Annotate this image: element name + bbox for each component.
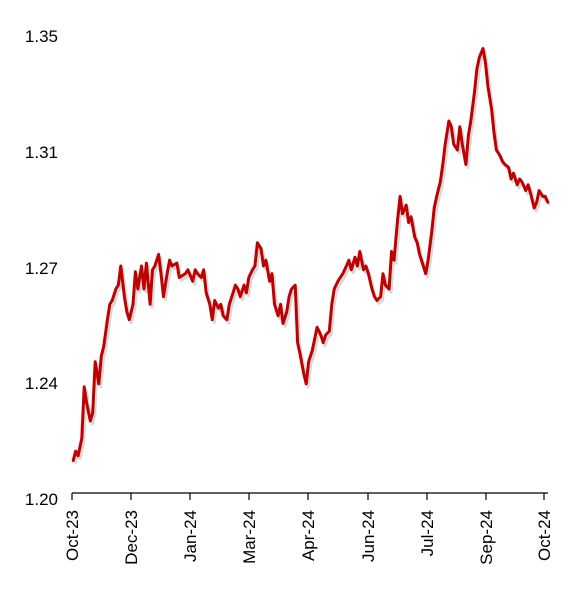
y-tick-label: 1.35 xyxy=(25,27,58,46)
y-tick-labels: 1.35 1.31 1.27 1.24 1.20 xyxy=(25,27,58,509)
y-tick-label: 1.31 xyxy=(25,143,58,162)
y-tick-label: 1.24 xyxy=(25,374,58,393)
x-tick-label: Mar-24 xyxy=(240,510,259,564)
y-tick-label: 1.27 xyxy=(25,259,58,278)
y-tick-label: 1.20 xyxy=(25,490,58,509)
x-tick-label: Dec-23 xyxy=(122,510,141,565)
series-line-shadow xyxy=(73,50,552,464)
x-tick-label: Sep-24 xyxy=(477,510,496,565)
x-tick-label: Oct-23 xyxy=(63,510,82,561)
x-tick-label: Jul-24 xyxy=(418,510,437,556)
x-tick-label: Jan-24 xyxy=(181,510,200,562)
x-tick-label: Apr-24 xyxy=(299,510,318,561)
x-tick-labels: Oct-23 Dec-23 Jan-24 Mar-24 Apr-24 Jun-24 Jul-… xyxy=(63,510,554,565)
x-axis-ticks xyxy=(71,493,545,500)
series-line xyxy=(71,47,550,462)
x-tick-label: Oct-24 xyxy=(535,510,554,561)
x-tick-label: Jun-24 xyxy=(359,510,378,562)
